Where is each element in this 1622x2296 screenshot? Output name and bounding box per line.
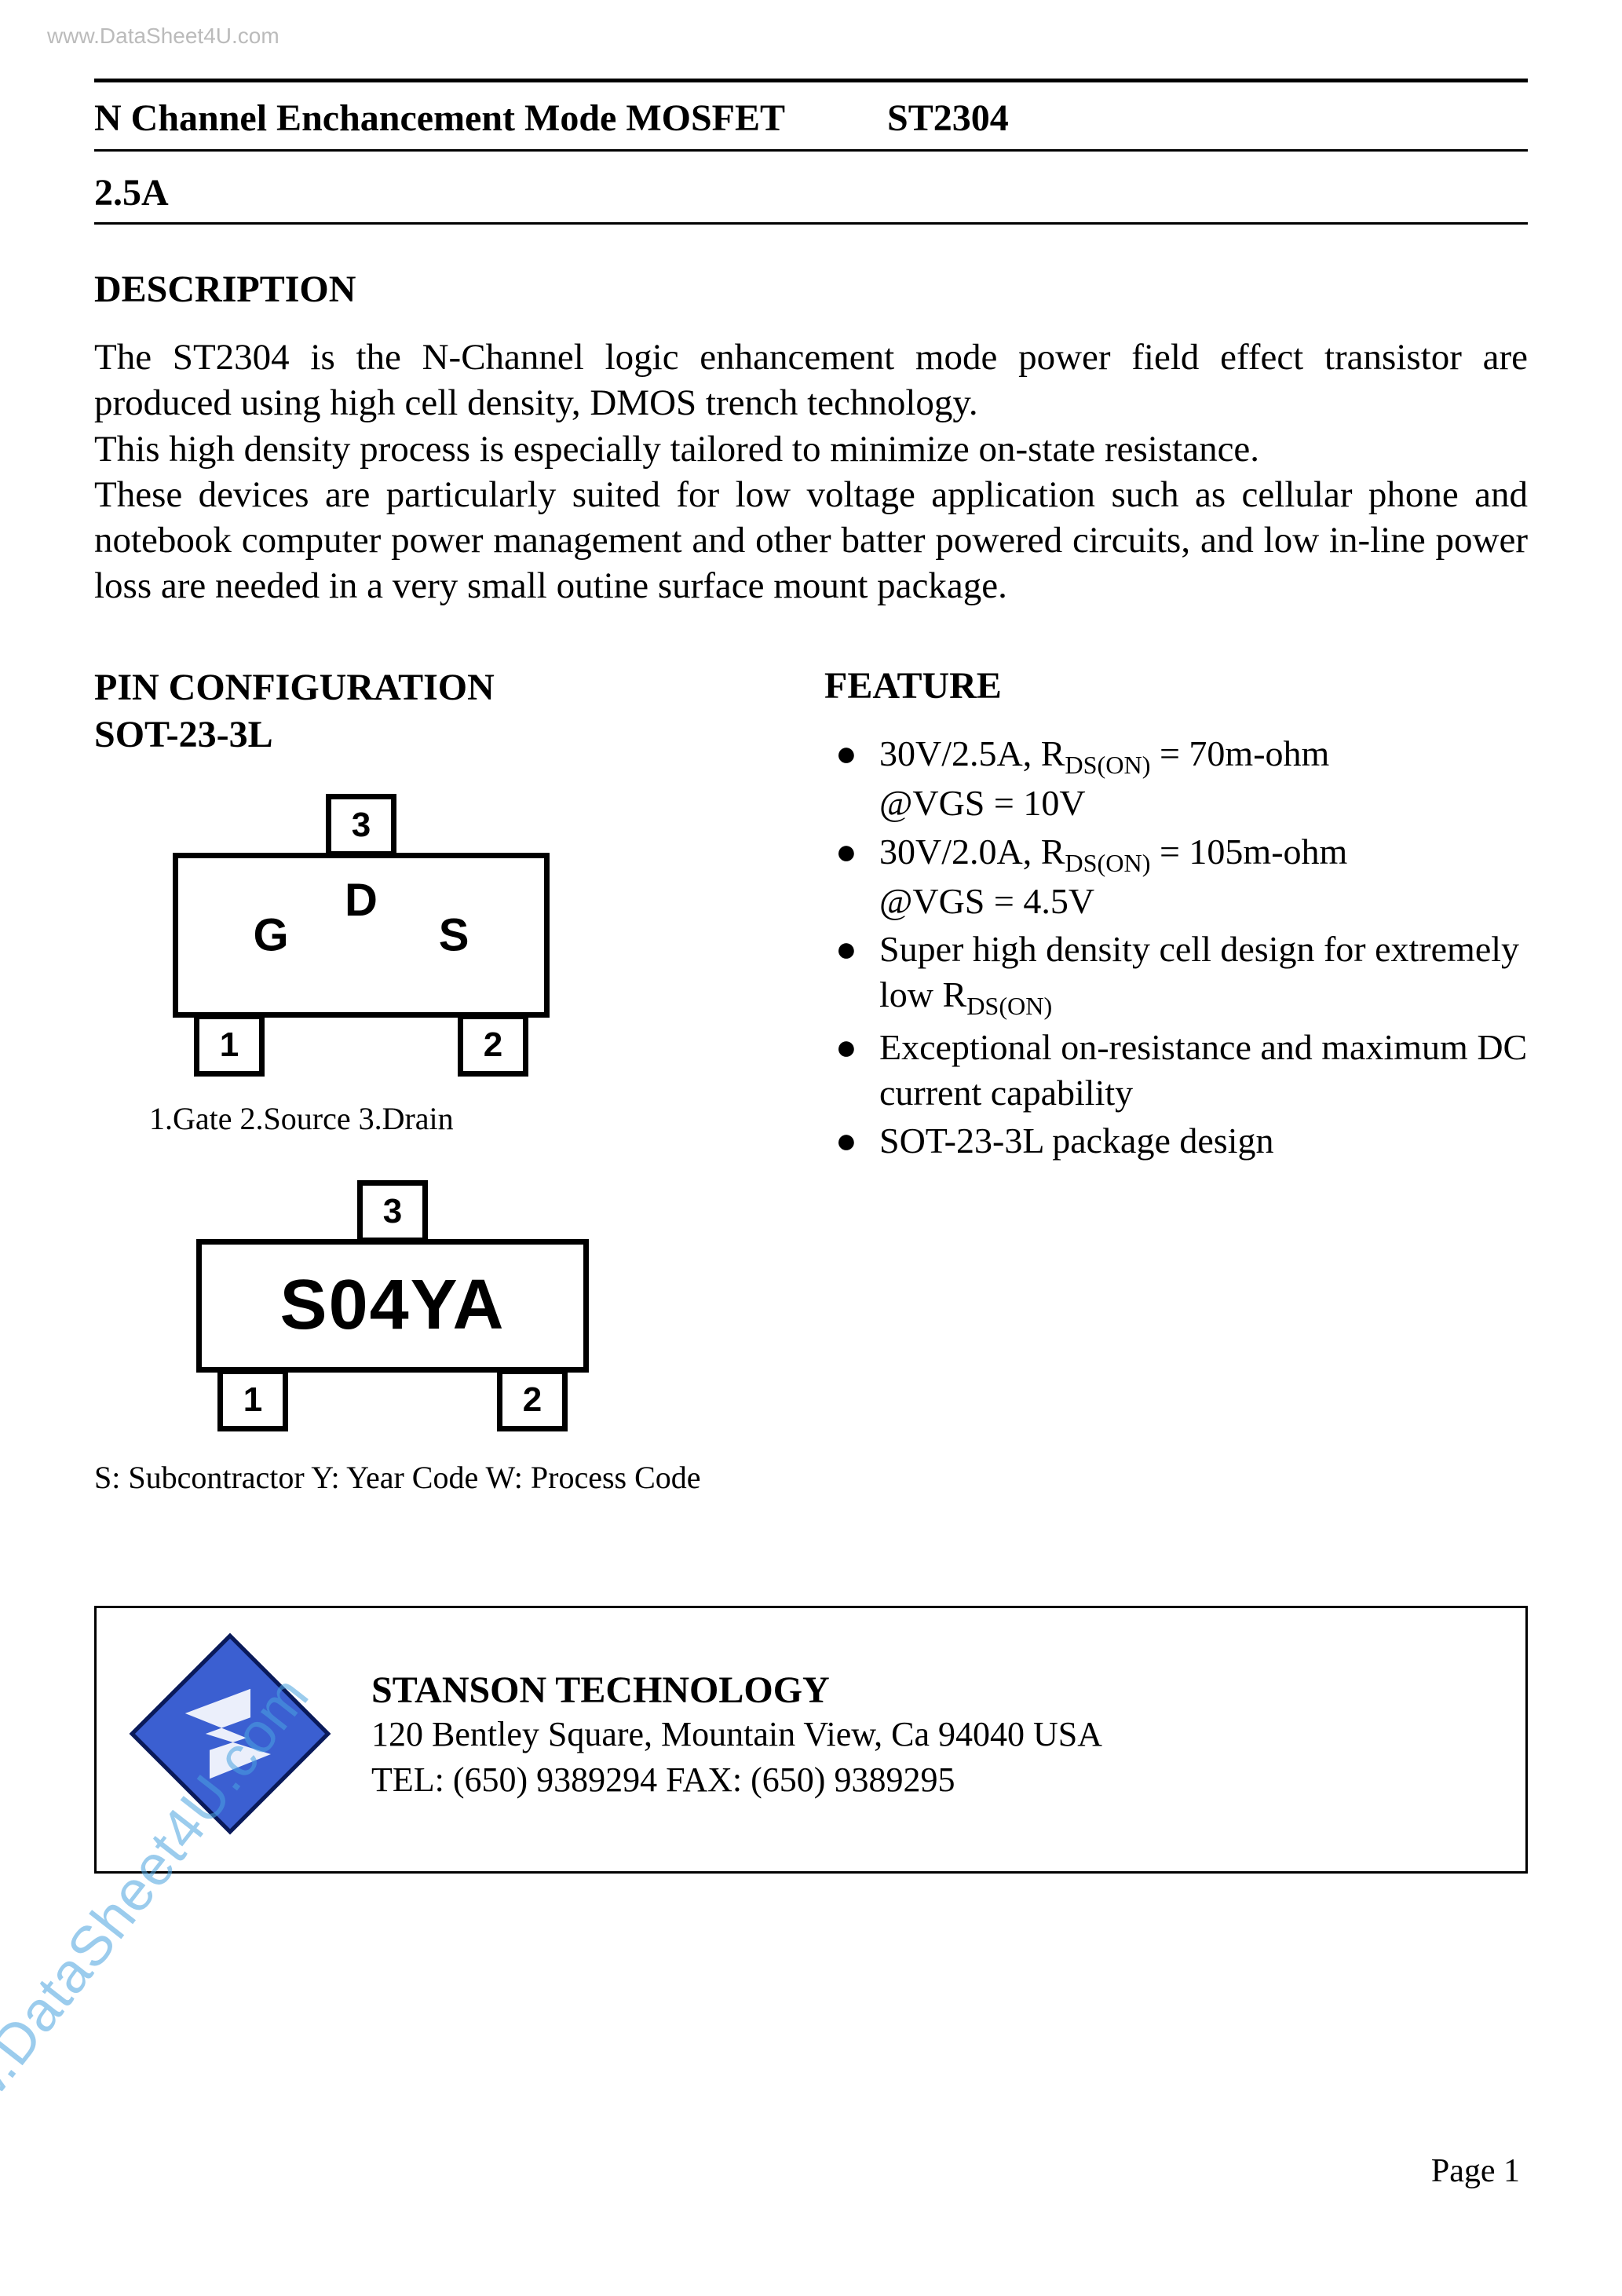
feature-5: SOT-23-3L package design	[824, 1118, 1528, 1164]
logo-icon	[128, 1632, 332, 1836]
page-number: Page 1	[1431, 2152, 1520, 2190]
feature-list: 30V/2.5A, RDS(ON) = 70m-ohm @VGS = 10V 3…	[824, 731, 1528, 1164]
doc-title: N Channel Enchancement Mode MOSFET	[94, 97, 785, 140]
company-contact: TEL: (650) 9389294 FAX: (650) 9389295	[371, 1757, 1102, 1802]
company-name: STANSON TECHNOLOGY	[371, 1669, 1102, 1712]
package-body: 3 D G S 1 2	[173, 853, 550, 1018]
marking-pin-1: 1	[217, 1369, 288, 1431]
pinconfig-h2: SOT-23-3L	[94, 714, 273, 755]
f1b: = 70m-ohm	[1150, 733, 1329, 773]
f2sub: DS(ON)	[1065, 849, 1150, 877]
f1c: @VGS = 10V	[879, 783, 1086, 823]
marking-body: 3 S04YA 1 2	[196, 1239, 589, 1373]
feature-column: FEATURE 30V/2.5A, RDS(ON) = 70m-ohm @VGS…	[824, 664, 1528, 1496]
two-column-section: PIN CONFIGURATION SOT-23-3L 3 D G S 1 2 …	[94, 664, 1528, 1496]
feature-3: Super high density cell design for extre…	[824, 927, 1528, 1022]
f2b: = 105m-ohm	[1150, 832, 1347, 872]
pin-3: 3	[326, 794, 396, 857]
page-content: N Channel Enchancement Mode MOSFET ST230…	[0, 0, 1622, 1936]
f1sub: DS(ON)	[1065, 751, 1150, 779]
f3sub: DS(ON)	[966, 992, 1052, 1020]
f2c: @VGS = 4.5V	[879, 881, 1094, 921]
gate-label: G	[254, 909, 289, 961]
pin-2: 2	[458, 1014, 528, 1077]
pin-1: 1	[194, 1014, 265, 1077]
company-address: 120 Bentley Square, Mountain View, Ca 94…	[371, 1712, 1102, 1757]
marking-pin-2: 2	[497, 1369, 568, 1431]
pinconfig-heading: PIN CONFIGURATION SOT-23-3L	[94, 664, 777, 759]
f2a: 30V/2.0A, R	[879, 832, 1065, 872]
watermark-top: www.DataSheet4U.com	[47, 24, 279, 49]
source-label: S	[439, 909, 469, 961]
feature-4: Exceptional on-resistance and maximum DC…	[824, 1025, 1528, 1115]
description-p3: These devices are particularly suited fo…	[94, 472, 1528, 609]
footer-box: STANSON TECHNOLOGY 120 Bentley Square, M…	[94, 1606, 1528, 1874]
current-rating: 2.5A	[94, 152, 1528, 222]
feature-2: 30V/2.0A, RDS(ON) = 105m-ohm @VGS = 4.5V	[824, 829, 1528, 924]
feature-1: 30V/2.5A, RDS(ON) = 70m-ohm @VGS = 10V	[824, 731, 1528, 826]
pinconfig-h1: PIN CONFIGURATION	[94, 667, 495, 708]
gs-row: G S	[178, 909, 544, 961]
feature-heading: FEATURE	[824, 664, 1528, 707]
description-p1: The ST2304 is the N-Channel logic enhanc…	[94, 335, 1528, 426]
pin-config-column: PIN CONFIGURATION SOT-23-3L 3 D G S 1 2 …	[94, 664, 777, 1496]
marking-diagram: 3 S04YA 1 2	[196, 1239, 777, 1373]
title-row: N Channel Enchancement Mode MOSFET ST230…	[94, 82, 1528, 149]
f1a: 30V/2.5A, R	[879, 733, 1065, 773]
pin-diagram: 3 D G S 1 2	[173, 853, 777, 1018]
description-p2: This high density process is especially …	[94, 426, 1528, 472]
description-heading: DESCRIPTION	[94, 225, 1528, 335]
marking-pin-3: 3	[357, 1180, 428, 1243]
pin-legend: 1.Gate 2.Source 3.Drain	[149, 1100, 777, 1137]
company-info: STANSON TECHNOLOGY 120 Bentley Square, M…	[371, 1669, 1102, 1801]
part-number: ST2304	[887, 97, 1009, 140]
company-logo	[128, 1632, 332, 1840]
marking-text: S04YA	[280, 1265, 506, 1346]
marking-legend: S: Subcontractor Y: Year Code W: Process…	[94, 1459, 777, 1496]
